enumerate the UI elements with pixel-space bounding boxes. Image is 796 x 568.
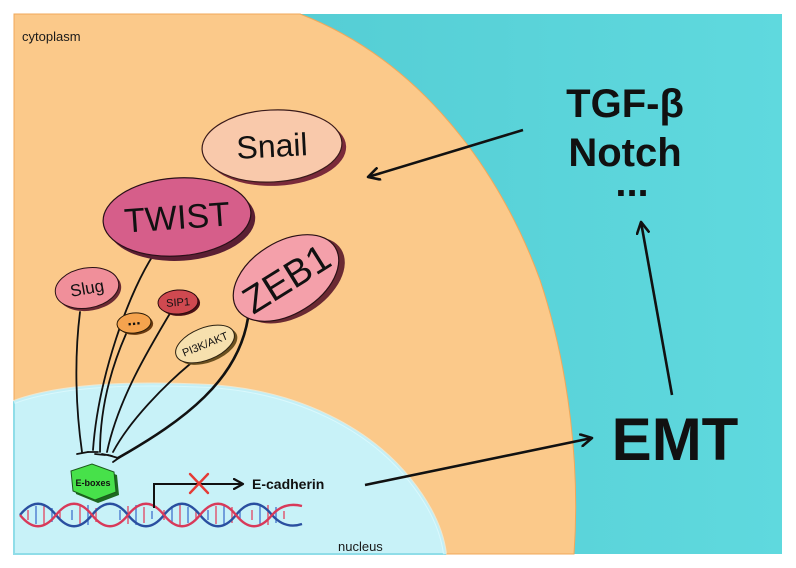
other-factors: ... <box>116 311 154 335</box>
sip1-ellipse <box>157 289 199 315</box>
emt-label: EMT <box>612 406 739 473</box>
eboxes-label: E-boxes <box>75 478 110 488</box>
inhibition-lines <box>75 247 250 463</box>
snail-label: Snail <box>236 126 309 166</box>
cross-icon <box>188 472 210 495</box>
transcription-start-arrow <box>153 484 243 508</box>
twist-ellipse <box>102 177 252 257</box>
cytoplasm-label: cytoplasm <box>22 29 81 44</box>
eboxes-element: E-boxes <box>70 463 119 503</box>
signal-more: ... <box>615 161 648 205</box>
slug-inhibition-line <box>75 311 83 453</box>
snail-factor: Snail <box>201 109 347 186</box>
snail-ellipse <box>201 109 343 183</box>
signal-notch: Notch <box>568 131 681 175</box>
signal-tgf-beta: TGF-β <box>566 82 684 126</box>
hexagon-icon <box>70 463 117 501</box>
twist-inhibition-line <box>92 247 159 451</box>
ecadherin-label: E-cadherin <box>252 476 324 492</box>
zeb1-inhibition-line <box>116 316 250 460</box>
emt-to-signals-arrow <box>641 222 674 396</box>
nucleus-border-glow <box>13 382 447 555</box>
ellipsis-inhibition-line <box>99 333 127 453</box>
pi3k-ellipse <box>175 324 235 364</box>
sip1-inhibition-line <box>106 309 173 453</box>
cross-stroke <box>188 472 210 495</box>
sip1-label: SIP1 <box>166 296 191 310</box>
dna-helix-icon <box>19 502 303 528</box>
dna-strand-b <box>19 502 303 528</box>
sip1-factor: SIP1 <box>157 289 201 316</box>
twist-factor: TWIST <box>102 177 256 261</box>
zeb1-ellipse <box>232 234 340 322</box>
ecadherin-to-emt-arrow <box>364 438 592 487</box>
nucleus-label: nucleus <box>338 539 383 554</box>
other-factors-label: ... <box>126 311 141 329</box>
signal-to-snail-arrow <box>368 128 524 177</box>
inhibition-bar <box>76 451 89 455</box>
inhibition-bar <box>107 454 119 459</box>
pi3k-akt-factor: PI3K/AKT <box>175 324 238 365</box>
inhibition-bar <box>112 454 124 463</box>
slug-ellipse <box>54 267 120 309</box>
pi3k-inhibition-line <box>112 363 191 453</box>
slug-factor: Slug <box>54 267 122 312</box>
twist-label: TWIST <box>123 195 231 240</box>
other-factors-ellipse <box>116 312 152 334</box>
